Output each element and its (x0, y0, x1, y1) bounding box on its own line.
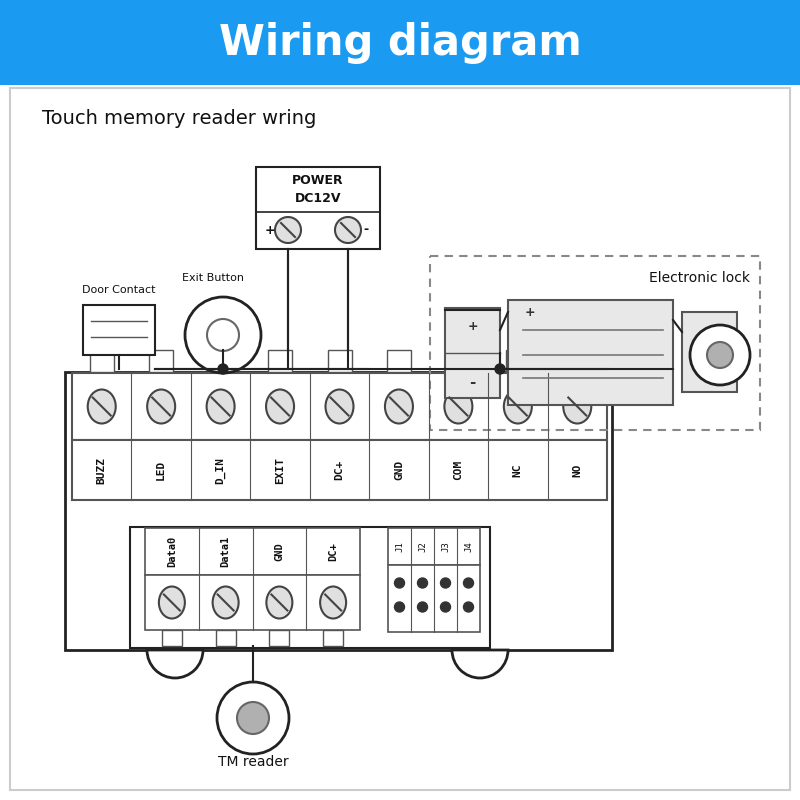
Text: COM: COM (454, 460, 463, 480)
Ellipse shape (147, 390, 175, 423)
Text: J3: J3 (441, 541, 450, 552)
Text: -: - (470, 374, 476, 390)
Text: NO: NO (572, 463, 582, 477)
Ellipse shape (385, 390, 413, 423)
Text: J2: J2 (418, 541, 427, 552)
Bar (508, 300, 673, 405)
Circle shape (218, 364, 228, 374)
Text: GND: GND (274, 542, 284, 561)
Text: D_IN: D_IN (215, 457, 226, 483)
Ellipse shape (275, 217, 301, 243)
Text: DC12V: DC12V (294, 191, 342, 205)
Circle shape (217, 682, 289, 754)
Bar (268, 350, 292, 372)
Bar (90, 350, 114, 372)
Bar (323, 630, 343, 646)
Bar (130, 527, 490, 648)
Bar (327, 350, 351, 372)
Bar (145, 528, 360, 575)
Bar (256, 167, 380, 249)
Circle shape (495, 364, 505, 374)
Ellipse shape (320, 586, 346, 618)
Bar (388, 528, 480, 565)
Circle shape (441, 602, 450, 612)
Circle shape (441, 578, 450, 588)
Ellipse shape (88, 390, 116, 423)
Bar (83, 305, 155, 355)
Bar (162, 630, 182, 646)
Circle shape (690, 325, 750, 385)
Bar (209, 350, 233, 372)
Bar (72, 373, 607, 440)
Text: BUZZ: BUZZ (97, 457, 106, 483)
Circle shape (707, 342, 733, 368)
Ellipse shape (326, 390, 354, 423)
Bar (506, 350, 530, 372)
Text: +: + (525, 306, 535, 318)
Text: EXIT: EXIT (275, 457, 285, 483)
Text: GND: GND (394, 460, 404, 480)
Circle shape (237, 702, 269, 734)
Circle shape (394, 578, 405, 588)
Text: DC+: DC+ (334, 460, 345, 480)
Bar (270, 630, 290, 646)
Text: +: + (265, 223, 275, 237)
Circle shape (418, 602, 427, 612)
Ellipse shape (444, 390, 472, 423)
Circle shape (418, 578, 427, 588)
Bar (388, 565, 480, 632)
Bar (682, 312, 737, 392)
Circle shape (207, 319, 239, 351)
Bar (430, 256, 760, 430)
Bar (445, 308, 500, 398)
Ellipse shape (159, 586, 185, 618)
Text: Electronic lock: Electronic lock (649, 271, 750, 285)
Circle shape (394, 602, 405, 612)
Text: Wiring diagram: Wiring diagram (218, 22, 582, 64)
Bar (566, 350, 590, 372)
Bar (149, 350, 173, 372)
Bar (145, 575, 360, 630)
Circle shape (463, 578, 474, 588)
Bar (387, 350, 411, 372)
Ellipse shape (563, 390, 591, 423)
Text: POWER: POWER (292, 174, 344, 187)
Text: J4: J4 (464, 541, 473, 552)
Bar (10, 88, 790, 790)
Wedge shape (147, 650, 203, 678)
Circle shape (463, 602, 474, 612)
Text: TM reader: TM reader (218, 755, 288, 769)
Text: Door Contact: Door Contact (82, 285, 156, 295)
Ellipse shape (504, 390, 532, 423)
Text: DC+: DC+ (328, 542, 338, 561)
Bar (446, 350, 470, 372)
Text: NC: NC (513, 463, 523, 477)
Text: Exit Button: Exit Button (182, 273, 244, 283)
Text: J1: J1 (395, 541, 404, 552)
Bar (0, 0, 800, 85)
Ellipse shape (206, 390, 234, 423)
Bar (65, 372, 612, 650)
Ellipse shape (335, 217, 361, 243)
Text: Data0: Data0 (167, 536, 177, 567)
Text: Touch memory reader wring: Touch memory reader wring (42, 109, 316, 127)
Circle shape (185, 297, 261, 373)
Text: -: - (363, 223, 369, 237)
Ellipse shape (266, 390, 294, 423)
Text: Data1: Data1 (221, 536, 230, 567)
Ellipse shape (213, 586, 238, 618)
Text: LED: LED (156, 460, 166, 480)
Wedge shape (452, 650, 508, 678)
Bar (216, 630, 236, 646)
Text: +: + (467, 319, 478, 333)
Bar (72, 440, 607, 500)
Ellipse shape (266, 586, 292, 618)
